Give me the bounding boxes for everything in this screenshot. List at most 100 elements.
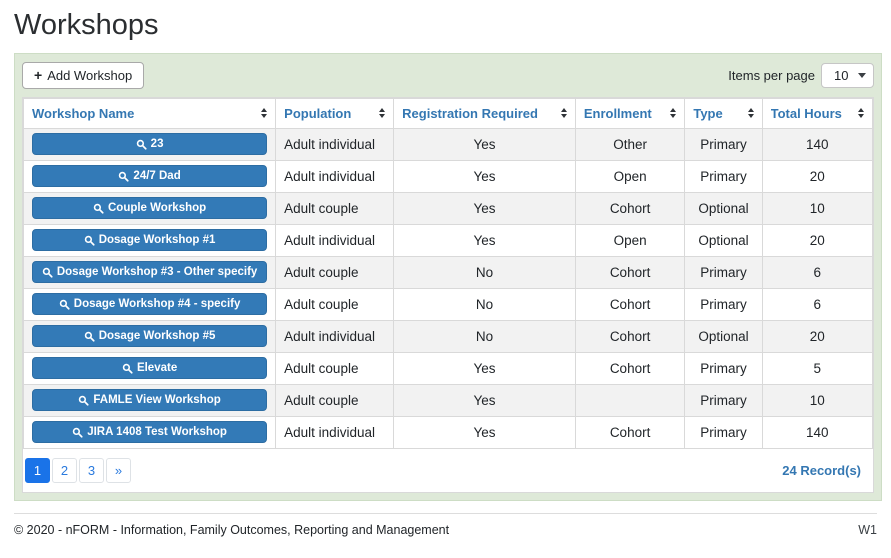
registration-required-cell: Yes (393, 223, 576, 257)
column-header-total-hours[interactable]: Total Hours (761, 97, 874, 129)
registration-required-cell: Yes (393, 415, 576, 449)
registration-required-cell: No (393, 319, 576, 353)
workshop-detail-button[interactable]: Elevate (32, 357, 268, 380)
total-hours-cell: 140 (761, 127, 874, 161)
workshop-name-cell: Elevate (22, 351, 277, 385)
items-per-page-label: Items per page (728, 67, 815, 83)
registration-required-cell: Yes (393, 127, 576, 161)
table-row: Dosage Workshop #4 - specify Adult coupl… (22, 287, 874, 321)
search-icon (93, 203, 104, 214)
sort-icon[interactable] (670, 108, 677, 119)
enrollment-cell: Cohort (574, 351, 686, 385)
page-button-2[interactable]: 2 (52, 457, 77, 483)
search-icon (42, 267, 53, 278)
total-hours-cell: 5 (761, 351, 874, 385)
table-body: 23 Adult individual Yes Other Primary 14… (22, 127, 874, 449)
column-label: Type (693, 105, 723, 121)
search-icon (72, 427, 83, 438)
type-cell: Primary (684, 351, 763, 385)
registration-required-cell: Yes (393, 159, 576, 193)
table-row: Dosage Workshop #3 - Other specify Adult… (22, 255, 874, 289)
population-cell: Adult couple (275, 351, 395, 385)
add-workshop-label: Add Workshop (47, 67, 133, 83)
workshop-name-cell: FAMLE View Workshop (22, 383, 277, 417)
enrollment-cell: Cohort (574, 255, 686, 289)
search-icon (84, 331, 95, 342)
population-cell: Adult couple (275, 191, 395, 225)
column-label: Total Hours (770, 105, 842, 121)
workshop-name-label: FAMLE View Workshop (93, 394, 221, 407)
copyright-text: © 2020 - nFORM - Information, Family Out… (14, 522, 450, 537)
total-hours-cell: 10 (761, 191, 874, 225)
column-header-population[interactable]: Population (275, 97, 395, 129)
column-header-enrollment[interactable]: Enrollment (574, 97, 686, 129)
add-workshop-button[interactable]: + Add Workshop (22, 61, 145, 89)
workshop-detail-button[interactable]: 24/7 Dad (32, 165, 268, 188)
workshop-name-label: Elevate (136, 362, 178, 375)
sort-icon[interactable] (261, 108, 268, 119)
column-label: Workshop Name (32, 105, 135, 121)
workshop-detail-button[interactable]: Dosage Workshop #5 (32, 325, 268, 348)
search-icon (59, 299, 70, 310)
workshop-name-cell: Dosage Workshop #1 (22, 223, 277, 257)
population-cell: Adult couple (275, 255, 395, 289)
page-button-1[interactable]: 1 (25, 457, 50, 483)
column-label: Population (284, 105, 352, 121)
workshop-name-cell: Dosage Workshop #4 - specify (22, 287, 277, 321)
items-per-page-select-wrap: 10 (821, 62, 874, 88)
column-header-workshop-name[interactable]: Workshop Name (22, 97, 277, 129)
registration-required-cell: No (393, 255, 576, 289)
page-button-3[interactable]: 3 (79, 457, 104, 483)
workshop-detail-button[interactable]: FAMLE View Workshop (32, 389, 268, 412)
footer-divider (14, 512, 877, 514)
column-header-registration-required[interactable]: Registration Required (393, 97, 576, 129)
plus-icon: + (34, 67, 43, 84)
workshop-detail-button[interactable]: Dosage Workshop #3 - Other specify (32, 261, 268, 284)
registration-required-cell: Yes (393, 383, 576, 417)
next-page-button[interactable]: » (106, 457, 131, 483)
population-cell: Adult couple (275, 383, 395, 417)
sort-icon[interactable] (379, 108, 386, 119)
records-count: 24 Record(s) (782, 462, 861, 478)
search-icon (122, 363, 133, 374)
enrollment-cell (574, 383, 686, 417)
table-header-row: Workshop Name Population Registration Re… (22, 97, 874, 129)
workshop-name-cell: Dosage Workshop #3 - Other specify (22, 255, 277, 289)
enrollment-cell: Other (574, 127, 686, 161)
table-row: FAMLE View Workshop Adult couple Yes Pri… (22, 383, 874, 417)
workshop-name-cell: Dosage Workshop #5 (22, 319, 277, 353)
population-cell: Adult individual (275, 319, 395, 353)
population-cell: Adult individual (275, 127, 395, 161)
workshop-detail-button[interactable]: Dosage Workshop #1 (32, 229, 268, 252)
total-hours-cell: 6 (761, 255, 874, 289)
workshop-name-label: 23 (150, 138, 164, 151)
total-hours-cell: 20 (761, 223, 874, 257)
table-row: 24/7 Dad Adult individual Yes Open Prima… (22, 159, 874, 193)
sort-icon[interactable] (747, 108, 754, 119)
population-cell: Adult individual (275, 223, 395, 257)
workshop-detail-button[interactable]: Dosage Workshop #4 - specify (32, 293, 268, 316)
sort-icon[interactable] (858, 108, 864, 119)
page-container: Workshops + Add Workshop Items per page … (14, 9, 882, 501)
search-icon (136, 139, 147, 150)
type-cell: Optional (684, 191, 763, 225)
pagination: 1 2 3 » (25, 457, 131, 483)
table-row: JIRA 1408 Test Workshop Adult individual… (22, 415, 874, 449)
type-cell: Primary (684, 127, 763, 161)
enrollment-cell: Cohort (574, 415, 686, 449)
registration-required-cell: Yes (393, 191, 576, 225)
workshop-detail-button[interactable]: Couple Workshop (32, 197, 268, 220)
workshop-detail-button[interactable]: JIRA 1408 Test Workshop (32, 421, 268, 444)
column-header-type[interactable]: Type (684, 97, 763, 129)
sort-icon[interactable] (560, 108, 567, 119)
workshop-name-label: Couple Workshop (107, 202, 207, 215)
workshop-name-label: Dosage Workshop #3 - Other specify (56, 266, 258, 279)
enrollment-cell: Cohort (574, 191, 686, 225)
search-icon (84, 235, 95, 246)
items-per-page-select[interactable]: 10 (821, 62, 874, 88)
total-hours-cell: 20 (761, 319, 874, 353)
column-label: Registration Required (402, 105, 538, 121)
page-footer: © 2020 - nFORM - Information, Family Out… (14, 512, 877, 537)
workshop-detail-button[interactable]: 23 (32, 133, 268, 156)
registration-required-cell: Yes (393, 351, 576, 385)
